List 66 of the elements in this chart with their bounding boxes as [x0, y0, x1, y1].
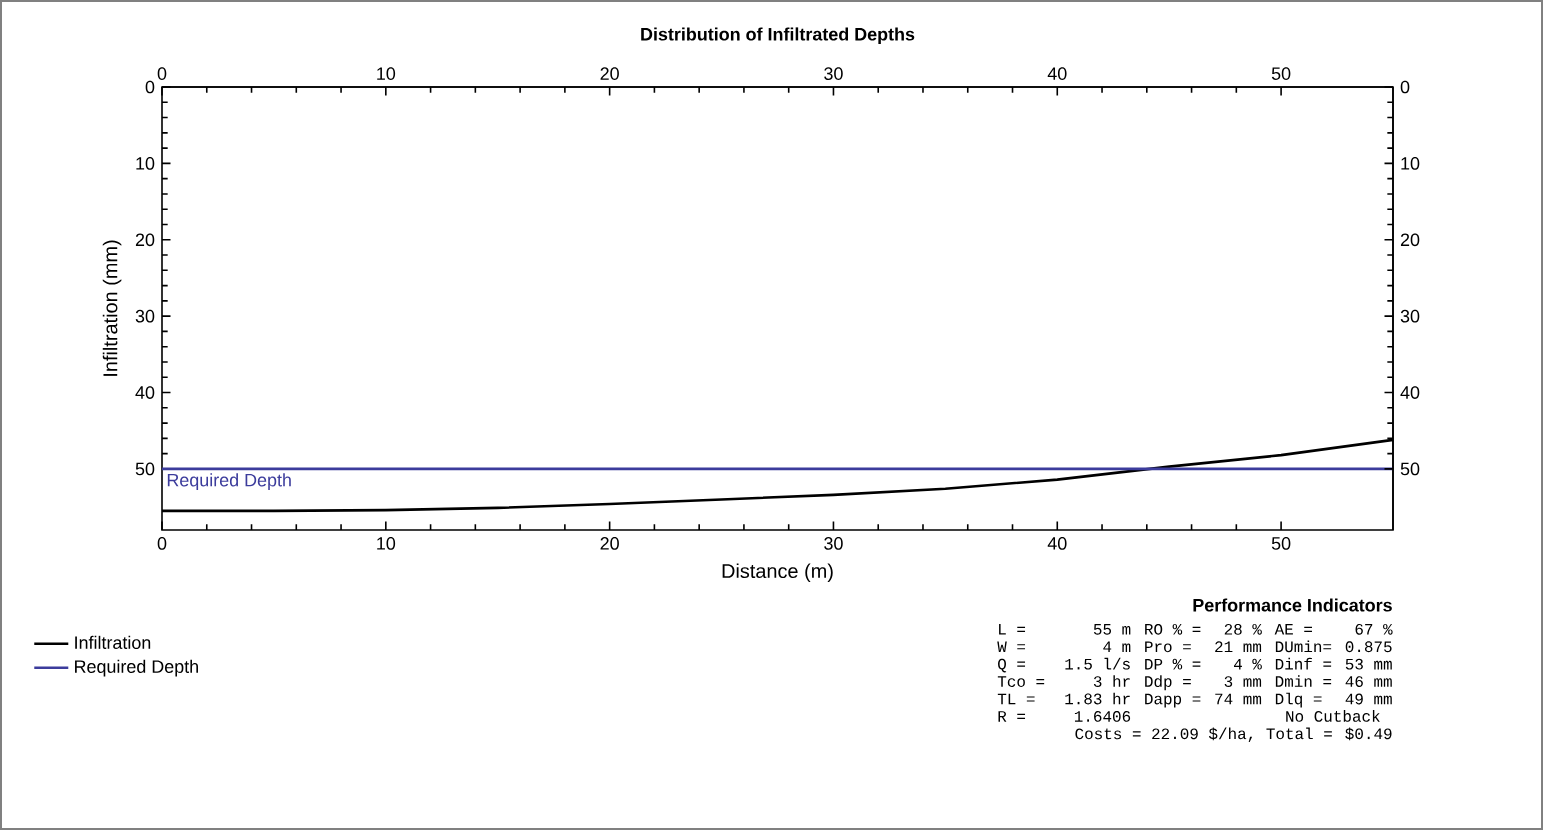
- x-tick-label: 0: [157, 537, 167, 550]
- text: Dlq =: [1275, 692, 1322, 708]
- text: DP % =: [1145, 658, 1201, 670]
- y-tick-label: 10: [136, 157, 155, 170]
- text: 4 m: [1103, 641, 1131, 652]
- text: 53 mm: [1345, 658, 1392, 670]
- text: Pro =: [1145, 641, 1191, 653]
- text: Performance Indicators: [1193, 598, 1392, 612]
- x-tick-label: 20: [600, 537, 619, 550]
- text: 28 %: [1224, 623, 1262, 635]
- text: DUmin=: [1275, 640, 1332, 653]
- x-tick-label: 50: [1271, 537, 1291, 550]
- text: AE =: [1274, 624, 1312, 635]
- text: No Cutback: [1286, 710, 1380, 722]
- x2-tick-label: 0: [157, 67, 167, 80]
- y-axis-title: Infiltration (mm): [102, 240, 122, 376]
- y-tick-label: 30: [135, 309, 155, 323]
- text: Dinf =: [1275, 657, 1332, 670]
- x2-tick-label: 50: [1271, 67, 1291, 80]
- x-axis-title: Distance (m): [722, 563, 833, 582]
- legend-label: Required Depth: [75, 659, 198, 677]
- text: Costs = 22.09 $/ha, Total =: [1075, 727, 1332, 742]
- y2-tick-label: 50: [1400, 462, 1420, 476]
- text: RO % =: [1145, 623, 1201, 635]
- text: TL =: [997, 693, 1035, 705]
- text: Q =: [998, 658, 1026, 673]
- text: Tco =: [997, 676, 1045, 687]
- text: $0.49: [1345, 727, 1392, 741]
- annotation: Required Depth: [167, 473, 291, 490]
- text: Dapp =: [1145, 693, 1201, 708]
- text: 4 %: [1234, 658, 1262, 670]
- text: Dmin =: [1275, 675, 1332, 687]
- text: 3 mm: [1224, 676, 1262, 687]
- x2-tick-label: 30: [824, 67, 843, 80]
- chart-title: Distribution of Infiltrated Depths: [641, 27, 915, 45]
- text: 49 mm: [1345, 693, 1392, 705]
- y2-tick-label: 0: [1400, 80, 1410, 94]
- legend-label: Infiltration: [75, 635, 151, 650]
- x2-tick-label: 40: [1047, 67, 1067, 80]
- text: 67 %: [1355, 623, 1393, 635]
- text: L =: [999, 624, 1026, 635]
- y2-tick-label: 20: [1400, 233, 1420, 247]
- y-tick-label: 20: [135, 233, 155, 247]
- y-tick-label: 0: [145, 80, 155, 94]
- text: 3 hr: [1093, 675, 1130, 687]
- y-tick-label: 50: [135, 462, 155, 476]
- text: Ddp =: [1145, 675, 1191, 691]
- x-tick-label: 30: [824, 537, 843, 550]
- y2-tick-label: 10: [1401, 157, 1420, 170]
- text: 1.6406: [1074, 711, 1131, 722]
- x-tick-label: 40: [1047, 537, 1067, 550]
- x2-tick-label: 10: [377, 67, 396, 80]
- x2-tick-label: 20: [600, 67, 619, 80]
- y2-tick-label: 40: [1400, 386, 1420, 399]
- text: R =: [998, 711, 1026, 722]
- text: 55 m: [1093, 624, 1131, 635]
- text: 1.83 hr: [1065, 692, 1130, 705]
- text: 1.5 l/s: [1065, 657, 1130, 670]
- text: 74 mm: [1215, 693, 1262, 705]
- x-tick-label: 10: [377, 537, 396, 550]
- text: W =: [997, 641, 1026, 652]
- text: 46 mm: [1345, 676, 1392, 687]
- y2-tick-label: 30: [1400, 309, 1420, 323]
- text: 21 mm: [1215, 641, 1262, 652]
- y-tick-label: 40: [135, 386, 155, 399]
- text: 0.875: [1345, 641, 1392, 653]
